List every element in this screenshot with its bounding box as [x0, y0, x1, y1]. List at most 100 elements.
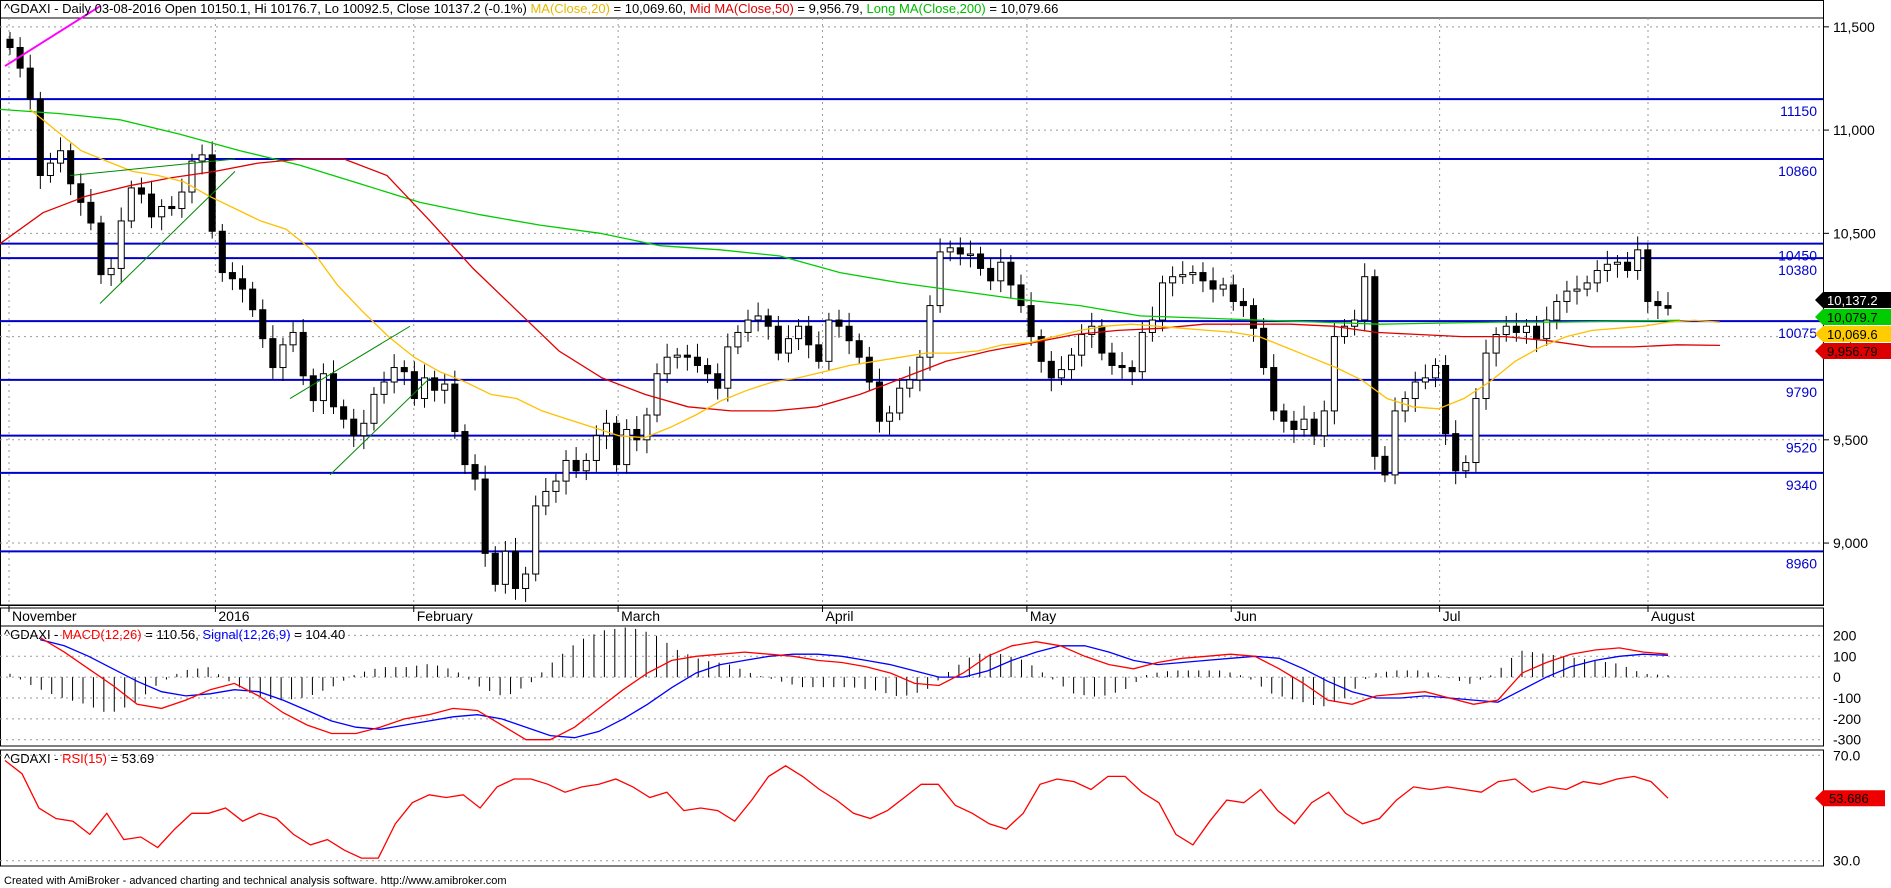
candle-down — [259, 309, 267, 340]
price-tag-arrow — [1815, 292, 1823, 308]
price-x-label: November — [12, 608, 77, 624]
candle-up — [997, 261, 1005, 282]
candle-up — [1219, 284, 1227, 290]
candle-down — [1310, 418, 1318, 437]
trendline-green — [329, 377, 431, 476]
candle-up — [602, 422, 611, 437]
ma20-label: MA(Close,20) — [530, 1, 609, 16]
candle-up — [795, 325, 803, 340]
candle-down — [511, 550, 520, 589]
candle-up — [441, 383, 449, 391]
rsi-label: RSI(15) — [62, 751, 107, 766]
macd-panel: 200 100 0 -100 -200 -300 — [0, 607, 1861, 748]
price-x-label: 2016 — [218, 608, 249, 624]
candle-up — [1088, 325, 1096, 336]
price-title-symbol: ^GDAXI — [4, 1, 51, 16]
macd-y-tick-label: -100 — [1833, 690, 1861, 706]
candle-down — [218, 230, 226, 274]
price-y-tick-label: 9,000 — [1833, 535, 1868, 551]
price-y-tick-label: 11,500 — [1833, 19, 1875, 35]
candle-down — [481, 478, 489, 554]
candle-down — [1512, 325, 1520, 333]
price-x-label: August — [1651, 608, 1695, 624]
candle-up — [319, 373, 327, 402]
candle-down — [1654, 300, 1662, 307]
candle-down — [340, 406, 348, 420]
candle-up — [1320, 410, 1328, 437]
candle-down — [1199, 272, 1207, 282]
candle-up — [178, 191, 186, 210]
candle-up — [501, 550, 509, 585]
candle-down — [835, 319, 843, 327]
candle-up — [1158, 282, 1167, 321]
rsi-value-tag — [1823, 790, 1885, 807]
candle-down — [471, 464, 479, 480]
candle-up — [1361, 276, 1369, 321]
candle-down — [249, 288, 257, 311]
candle-up — [1472, 398, 1480, 464]
candle-down — [228, 272, 236, 280]
candle-down — [704, 364, 712, 375]
candle-up — [734, 331, 742, 348]
candle-down — [67, 150, 75, 185]
candle-up — [886, 412, 894, 422]
price-x-label: March — [621, 608, 660, 624]
candle-up — [1482, 352, 1490, 400]
candle-up — [1553, 300, 1561, 321]
candle-down — [269, 338, 277, 369]
candle-up — [198, 154, 206, 162]
candle-down — [683, 354, 691, 358]
candle-up — [673, 354, 681, 358]
candle-up — [117, 220, 125, 269]
candle-down — [309, 375, 317, 402]
candle-up — [1411, 381, 1419, 400]
rsi-frame — [0, 749, 1824, 867]
ma200-label: Long MA(Close,200) — [866, 1, 985, 16]
level-label: 9790 — [1786, 384, 1817, 400]
price-y-tick-label: 10,500 — [1833, 225, 1876, 241]
candle-up — [1603, 263, 1611, 271]
macd-label: MACD(12,26) — [62, 627, 141, 642]
ma50-label: Mid MA(Close,50) — [690, 1, 794, 16]
candle-up — [653, 373, 661, 416]
candle-up — [1421, 377, 1429, 383]
candle-down — [1209, 280, 1217, 290]
candle-up — [1057, 369, 1065, 379]
candle-up — [370, 393, 378, 424]
candle-up — [744, 319, 752, 333]
candle-up — [1300, 418, 1308, 430]
candle-down — [6, 38, 14, 48]
candle-down — [1108, 352, 1116, 366]
macd-y-tick-label: 100 — [1833, 648, 1857, 664]
ma50-value: = 9,956.79, — [794, 1, 867, 16]
ma200-value: = 10,079.66 — [986, 1, 1059, 16]
candle-down — [238, 278, 247, 290]
footer-credit: Created with AmiBroker - advanced charti… — [4, 875, 507, 887]
candle-up — [1563, 290, 1571, 302]
candle-up — [582, 459, 590, 472]
candle-up — [522, 573, 530, 589]
rsi-y-tick-label: 70.0 — [1833, 747, 1860, 763]
price-y-tick-label: 9,500 — [1833, 432, 1868, 448]
price-title-desc: - Daily 03-08-2016 Open 10150.1, Hi 1017… — [51, 1, 531, 16]
candle-up — [1340, 325, 1349, 338]
rsi-value-tag-label: 53.686 — [1829, 791, 1869, 806]
candle-up — [1593, 269, 1601, 284]
price-tag-arrow — [1815, 309, 1823, 325]
candle-down — [1452, 433, 1460, 472]
candle-down — [299, 331, 307, 377]
signal-line — [39, 638, 1669, 739]
level-label: 10450 — [1778, 248, 1817, 264]
price-x-label: May — [1030, 608, 1056, 624]
candle-down — [714, 373, 722, 389]
candle-down — [1229, 284, 1237, 302]
candle-down — [1371, 276, 1379, 457]
price-tag-label: 10,137.2 — [1827, 293, 1878, 308]
candle-up — [279, 344, 287, 369]
candle-up — [1067, 354, 1076, 371]
candle-up — [1179, 274, 1187, 278]
candle-down — [1644, 249, 1652, 302]
candle-down — [87, 201, 95, 224]
candle-down — [1027, 305, 1035, 338]
trendline-green — [289, 325, 411, 399]
